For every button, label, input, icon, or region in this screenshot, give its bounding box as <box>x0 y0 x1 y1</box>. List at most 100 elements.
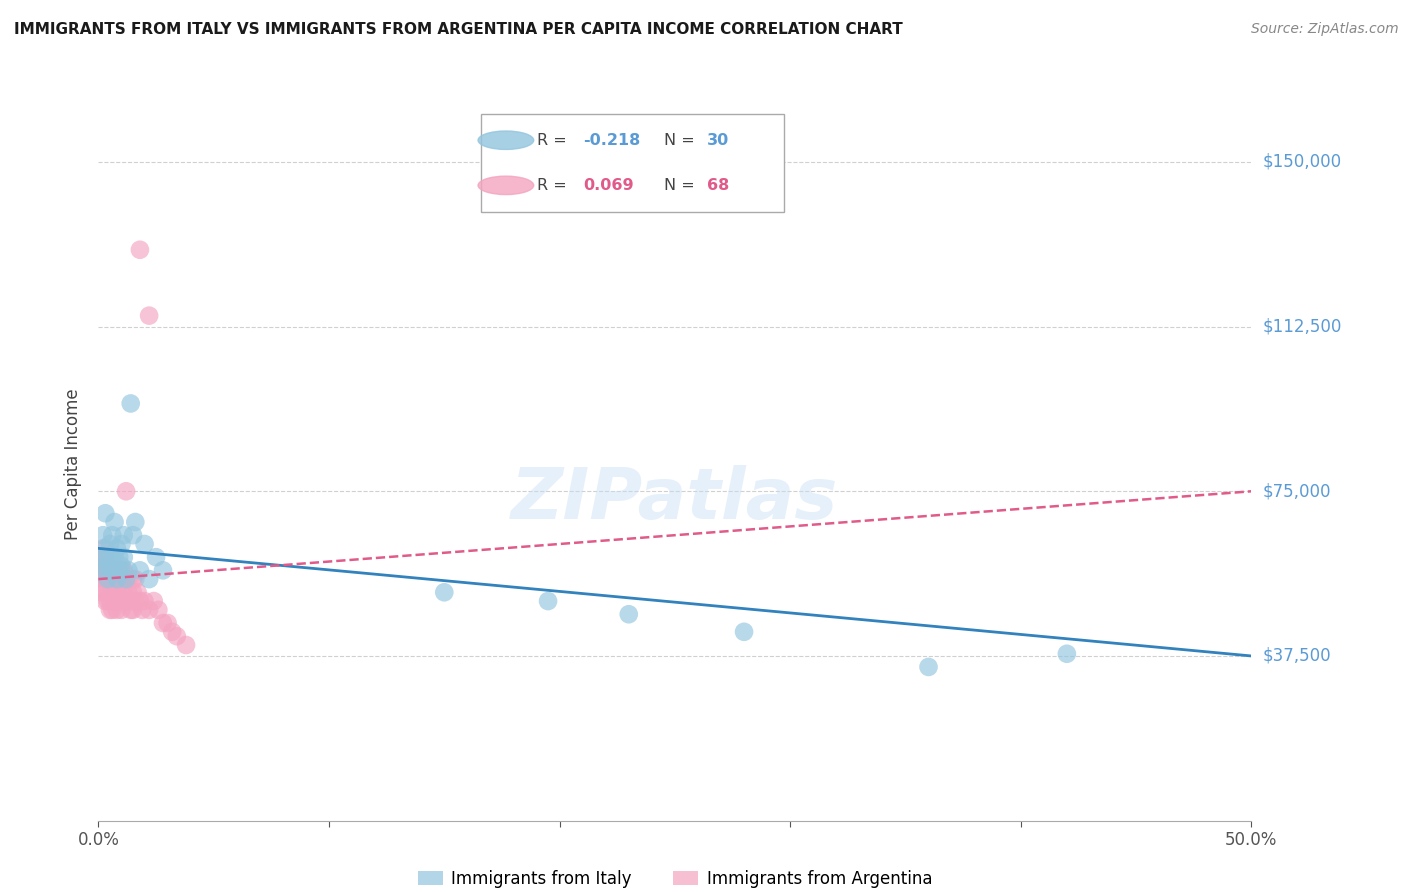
Point <box>91 558 114 573</box>
Circle shape <box>478 176 534 194</box>
Point <box>117 572 139 586</box>
Text: IMMIGRANTS FROM ITALY VS IMMIGRANTS FROM ARGENTINA PER CAPITA INCOME CORRELATION: IMMIGRANTS FROM ITALY VS IMMIGRANTS FROM… <box>14 22 903 37</box>
Point <box>127 585 149 599</box>
Point <box>98 585 121 599</box>
Point <box>110 563 132 577</box>
Point <box>174 638 197 652</box>
Point <box>115 594 138 608</box>
Point <box>105 541 128 556</box>
Point <box>98 594 121 608</box>
Point <box>122 603 145 617</box>
Point <box>105 585 128 599</box>
Point <box>115 572 138 586</box>
Point <box>433 585 456 599</box>
Point <box>98 572 121 586</box>
Point <box>94 572 117 586</box>
Text: $37,500: $37,500 <box>1263 647 1331 665</box>
Point <box>110 585 132 599</box>
Point <box>152 563 174 577</box>
Point <box>917 660 939 674</box>
Point <box>103 550 125 565</box>
Point <box>117 585 139 599</box>
Point <box>103 515 125 529</box>
Point <box>91 572 114 586</box>
Text: ZIPatlas: ZIPatlas <box>512 465 838 534</box>
Point <box>94 558 117 573</box>
Point <box>90 585 112 599</box>
Text: 68: 68 <box>707 178 730 193</box>
Point <box>101 528 124 542</box>
Point <box>537 594 560 608</box>
Point <box>105 572 128 586</box>
Point <box>110 558 132 573</box>
Text: N =: N = <box>664 133 695 148</box>
Point <box>112 550 135 565</box>
Point <box>112 563 135 577</box>
Point <box>98 603 121 617</box>
Point <box>120 396 142 410</box>
Point <box>108 563 131 577</box>
Point <box>101 563 124 577</box>
Point <box>94 585 117 599</box>
Point <box>108 550 131 565</box>
Text: R =: R = <box>537 178 567 193</box>
Text: $75,000: $75,000 <box>1263 483 1331 500</box>
Point <box>98 563 121 577</box>
Point <box>97 558 120 573</box>
Point <box>105 563 128 577</box>
Point <box>134 537 156 551</box>
Point <box>108 572 131 586</box>
Point <box>101 563 124 577</box>
Point <box>108 563 131 577</box>
Point <box>145 550 167 565</box>
Text: -0.218: -0.218 <box>583 133 641 148</box>
Y-axis label: Per Capita Income: Per Capita Income <box>65 388 83 540</box>
Point <box>138 572 160 586</box>
Point <box>120 603 142 617</box>
Point <box>112 528 135 542</box>
Point <box>94 563 117 577</box>
Point <box>97 550 120 565</box>
Point <box>94 550 117 565</box>
Point <box>152 615 174 630</box>
Point <box>112 585 135 599</box>
Legend: Immigrants from Italy, Immigrants from Argentina: Immigrants from Italy, Immigrants from A… <box>411 863 939 892</box>
Point <box>110 603 132 617</box>
Point <box>134 594 156 608</box>
Point <box>129 243 152 257</box>
Point <box>91 528 114 542</box>
Point <box>129 563 152 577</box>
Point <box>103 594 125 608</box>
Point <box>97 572 120 586</box>
FancyBboxPatch shape <box>481 113 785 212</box>
Point <box>112 572 135 586</box>
Point <box>122 528 145 542</box>
Text: 30: 30 <box>707 133 730 148</box>
Point <box>166 629 188 643</box>
Point <box>94 506 117 520</box>
Point <box>617 607 640 622</box>
Point <box>131 603 153 617</box>
Text: 0.069: 0.069 <box>583 178 634 193</box>
Point <box>98 537 121 551</box>
Point <box>97 594 120 608</box>
Point <box>138 309 160 323</box>
Point <box>108 594 131 608</box>
Point <box>156 615 179 630</box>
Text: $150,000: $150,000 <box>1263 153 1341 171</box>
Point <box>97 585 120 599</box>
Point <box>97 572 120 586</box>
Point <box>124 594 146 608</box>
Point <box>103 563 125 577</box>
Point <box>122 585 145 599</box>
Point <box>91 550 114 565</box>
Point <box>110 537 132 551</box>
Point <box>90 550 112 565</box>
Point <box>94 541 117 556</box>
Point <box>733 624 755 639</box>
Point <box>124 515 146 529</box>
Point <box>94 594 117 608</box>
Point <box>117 563 139 577</box>
Point <box>124 572 146 586</box>
Point <box>101 572 124 586</box>
